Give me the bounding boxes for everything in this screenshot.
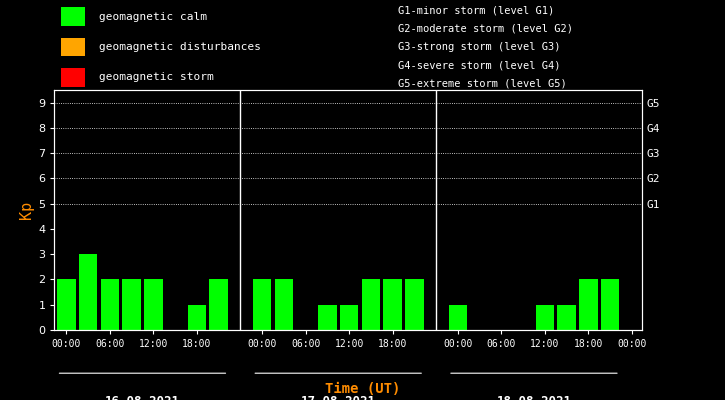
Bar (536, 305, 554, 330)
Text: 16.08.2021: 16.08.2021 (105, 395, 180, 400)
Text: G2-moderate storm (level G2): G2-moderate storm (level G2) (398, 24, 573, 34)
Bar (79, 254, 97, 330)
Bar (405, 280, 423, 330)
Bar (210, 280, 228, 330)
FancyBboxPatch shape (61, 68, 85, 86)
Bar (275, 280, 293, 330)
Y-axis label: Kp: Kp (19, 201, 34, 219)
Text: geomagnetic disturbances: geomagnetic disturbances (99, 42, 261, 52)
Bar (57, 280, 75, 330)
Text: G5-extreme storm (level G5): G5-extreme storm (level G5) (398, 78, 567, 88)
Text: G1-minor storm (level G1): G1-minor storm (level G1) (398, 6, 555, 16)
Text: Time (UT): Time (UT) (325, 382, 400, 396)
Bar (101, 280, 119, 330)
Text: 17.08.2021: 17.08.2021 (301, 395, 376, 400)
FancyBboxPatch shape (61, 8, 85, 26)
Text: G3-strong storm (level G3): G3-strong storm (level G3) (398, 42, 560, 52)
Text: geomagnetic storm: geomagnetic storm (99, 72, 214, 82)
Bar (188, 305, 206, 330)
Bar (123, 280, 141, 330)
Text: geomagnetic calm: geomagnetic calm (99, 12, 207, 22)
Bar (558, 305, 576, 330)
Bar (601, 280, 619, 330)
Bar (362, 280, 380, 330)
Text: 18.08.2021: 18.08.2021 (497, 395, 571, 400)
Bar (449, 305, 467, 330)
Bar (318, 305, 336, 330)
Text: G4-severe storm (level G4): G4-severe storm (level G4) (398, 60, 560, 70)
Bar (253, 280, 271, 330)
Bar (144, 280, 162, 330)
Bar (384, 280, 402, 330)
Bar (579, 280, 597, 330)
Bar (340, 305, 358, 330)
FancyBboxPatch shape (61, 38, 85, 56)
